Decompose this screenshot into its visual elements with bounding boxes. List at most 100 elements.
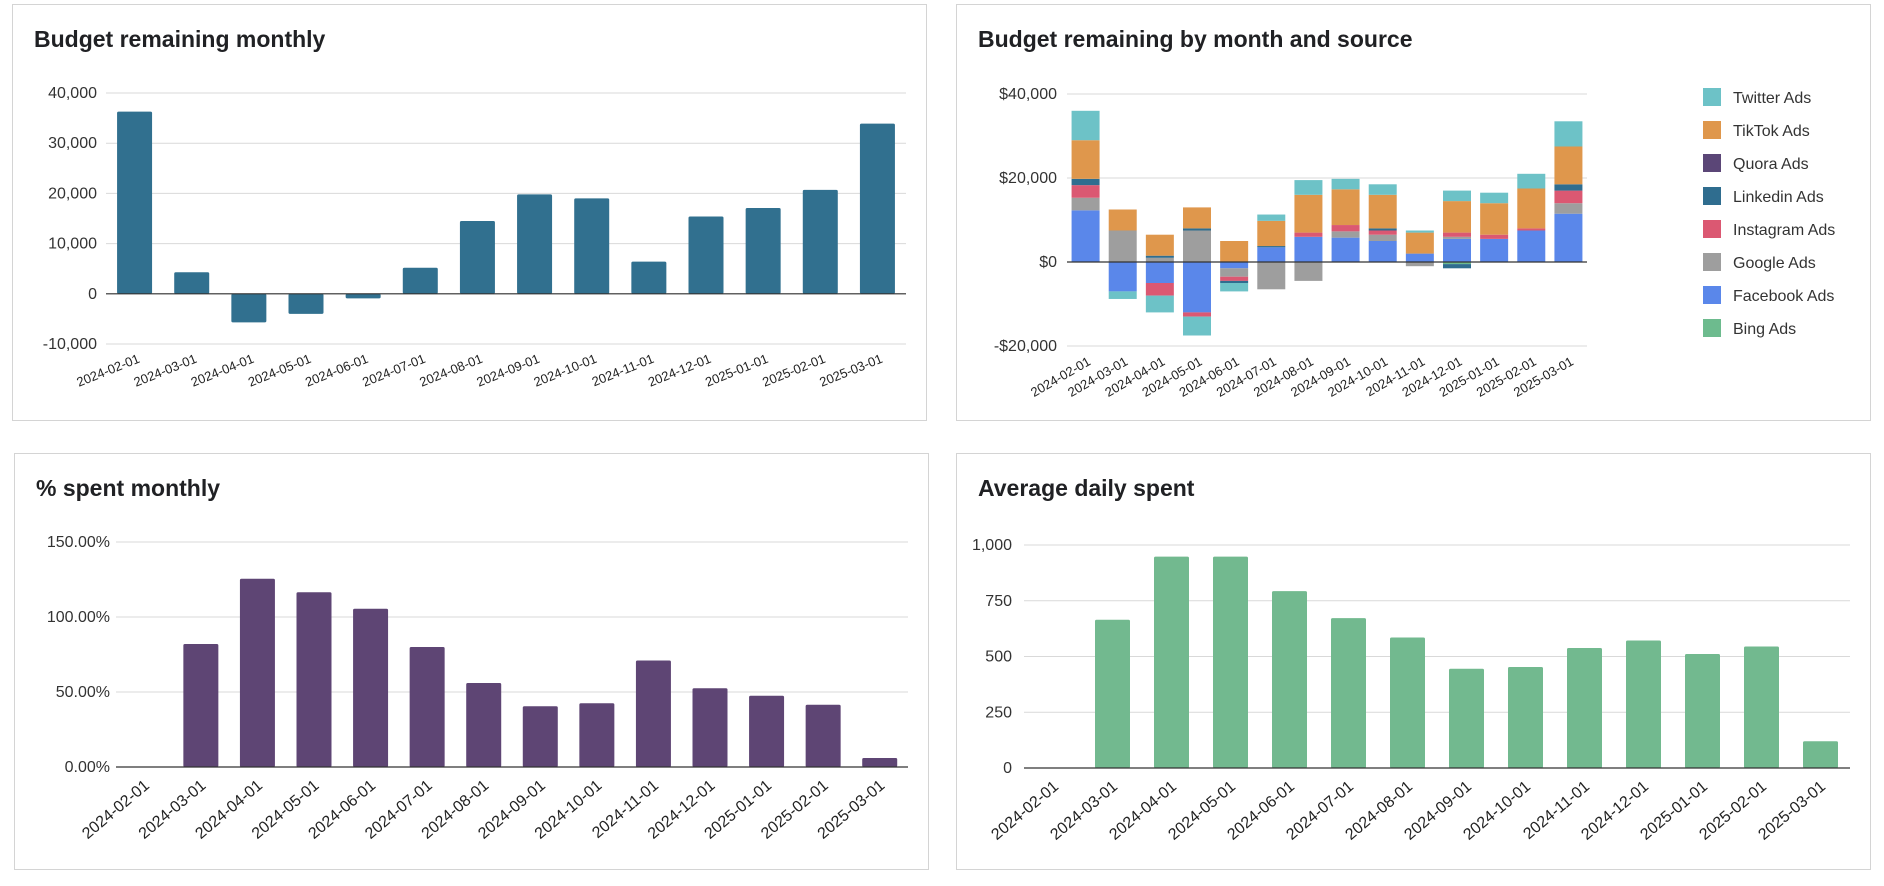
legend-swatch — [1703, 286, 1721, 304]
bar-segment — [1443, 190, 1471, 202]
bar — [1685, 654, 1720, 768]
bar — [1390, 637, 1425, 768]
chart-svg: -10,000 0 10,000 20,000 30,000 40,000 2024-02-… — [43, 85, 906, 390]
bar — [1567, 648, 1602, 768]
bar — [353, 608, 389, 767]
legend-swatch — [1703, 187, 1721, 205]
bar — [802, 189, 838, 294]
bar-segment — [1145, 234, 1174, 256]
bar-segment — [1220, 268, 1249, 277]
legend-label: Quora Ads — [1733, 156, 1809, 173]
bar — [1449, 668, 1484, 768]
y-tick-label: 30,000 — [48, 135, 97, 152]
bar-segment — [1071, 178, 1100, 186]
chart-svg: -$20,000$0$20,000$40,0002024-02-012024-0… — [994, 86, 1835, 400]
bar — [409, 647, 445, 767]
bar — [1272, 591, 1307, 768]
bar — [859, 123, 895, 294]
x-tick-label: 2024-08-01 — [417, 351, 484, 390]
bar-segment — [1183, 228, 1211, 231]
y-tick-label: 10,000 — [48, 236, 97, 253]
bar-segment — [1108, 291, 1137, 299]
bar-segment — [1220, 276, 1249, 281]
bar-segment — [1443, 238, 1471, 262]
legend-swatch — [1703, 220, 1721, 238]
bar-segment — [1331, 231, 1360, 238]
bar — [805, 704, 841, 767]
x-tick-label: 2025-02-01 — [760, 351, 827, 390]
bar-segment — [1443, 236, 1471, 239]
bar — [117, 111, 153, 294]
bar-segment — [1183, 207, 1211, 229]
legend-swatch — [1703, 121, 1721, 139]
bar-segment — [1145, 295, 1174, 313]
chart-svg: 0.00%50.00%100.00%150.00%2024-02-012024-… — [47, 534, 908, 843]
bar — [402, 267, 438, 294]
bar — [1508, 666, 1543, 768]
x-tick-label: 2025-01-01 — [703, 351, 770, 390]
bar-segment — [1145, 257, 1174, 262]
bar — [1744, 646, 1779, 768]
x-tick-label: 2024-10-01 — [532, 351, 599, 390]
bar — [579, 703, 615, 767]
bar-segment — [1294, 180, 1323, 195]
bar-segment — [1183, 312, 1211, 317]
bar-segment — [1294, 236, 1323, 262]
x-tick-label: 2024-11-01 — [590, 351, 656, 389]
legend-swatch — [1703, 154, 1721, 172]
bar-segment — [1220, 280, 1249, 283]
bar-segment — [1554, 213, 1583, 262]
bar — [1626, 640, 1661, 768]
bar — [631, 261, 667, 294]
bar — [574, 198, 610, 294]
bar-segment — [1108, 230, 1137, 262]
x-tick-label: 2024-03-01 — [132, 351, 199, 390]
chart-svg: 02505007501,0002024-02-012024-03-012024-… — [972, 537, 1850, 844]
legend-swatch — [1703, 88, 1721, 106]
legend-label: Instagram Ads — [1733, 222, 1835, 239]
bar-segment — [1405, 232, 1434, 254]
y-tick-label: -10,000 — [43, 336, 97, 353]
bar-segment — [1368, 184, 1397, 195]
y-tick-label: 50.00% — [56, 684, 110, 701]
y-tick-label: 0 — [1003, 760, 1012, 777]
y-tick-label: 0 — [88, 286, 97, 303]
legend-swatch — [1703, 253, 1721, 271]
bar — [749, 695, 785, 767]
bar-segment — [1368, 228, 1397, 231]
chart-title: % spent monthly — [36, 475, 221, 501]
bar-segment — [1331, 178, 1360, 190]
bar-segment — [1331, 225, 1360, 232]
bar-segment — [1368, 230, 1397, 235]
y-tick-label: 40,000 — [48, 85, 97, 102]
bar-segment — [1517, 173, 1546, 189]
bar — [1803, 741, 1838, 768]
bar-segment — [1145, 283, 1174, 296]
bar — [745, 207, 781, 294]
bar-segment — [1480, 238, 1509, 262]
legend-label: Linkedin Ads — [1733, 189, 1824, 206]
y-tick-label: $0 — [1039, 254, 1057, 271]
y-tick-label: 150.00% — [47, 534, 110, 551]
bar-segment — [1108, 262, 1137, 292]
bar — [231, 293, 267, 323]
y-tick-label: 100.00% — [47, 609, 110, 626]
legend-label: Twitter Ads — [1733, 90, 1811, 107]
bar-segment — [1405, 230, 1434, 233]
chart-average-daily-spent: Average daily spent 0 250 500 750 1,000 2024-… — [956, 453, 1871, 870]
bar-segment — [1257, 262, 1286, 290]
bar-segment — [1554, 190, 1583, 204]
bar-segment — [1108, 209, 1137, 231]
bar-segment — [1071, 197, 1100, 211]
y-tick-label: $20,000 — [999, 170, 1057, 187]
bar-segment — [1331, 189, 1360, 226]
bar — [517, 194, 553, 294]
bar-segment — [1220, 241, 1249, 262]
bar — [459, 221, 495, 294]
bar-segment — [1294, 262, 1323, 281]
bar-segment — [1405, 253, 1434, 262]
chart-title: Budget remaining monthly — [34, 26, 326, 52]
bar-segment — [1183, 230, 1211, 262]
chart-percent-spent-monthly: % spent monthly 0.00% 50.00% 100.00% 150.00… — [14, 453, 929, 870]
chart-title: Average daily spent — [978, 475, 1195, 501]
